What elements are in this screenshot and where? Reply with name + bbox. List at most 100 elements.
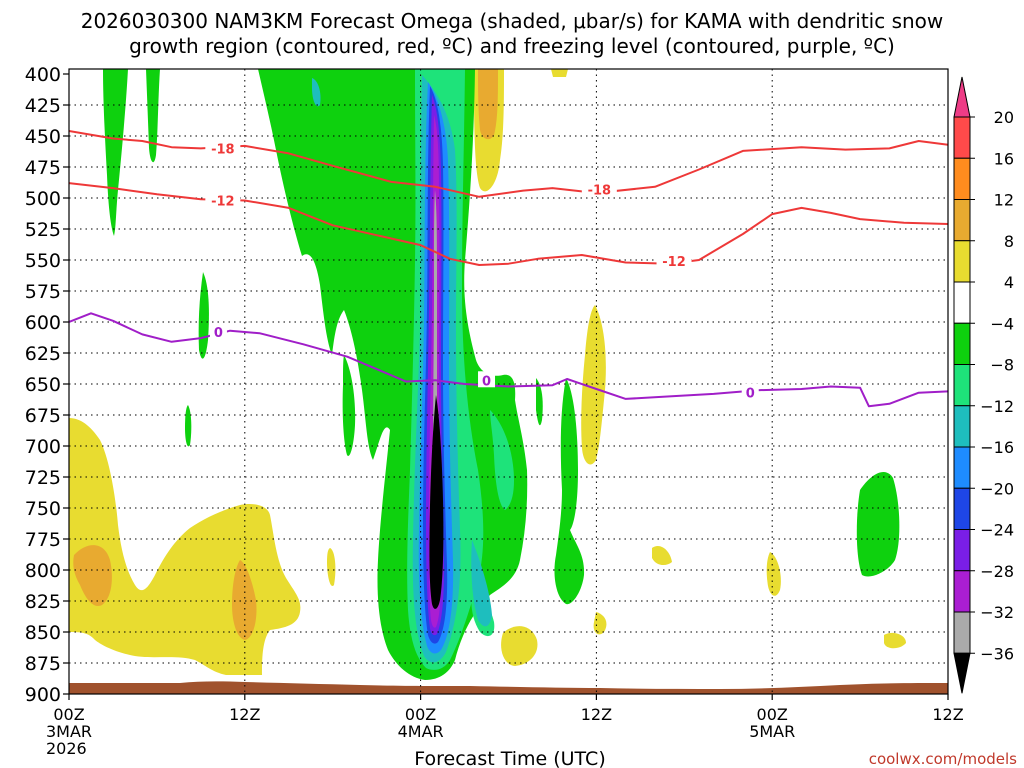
omega-negative-streak-4: [185, 405, 192, 447]
omega-negative-plume-cyan-east: [471, 540, 492, 627]
omega-positive-blob-1: [501, 626, 538, 666]
x-tick-label: 12Z: [581, 705, 612, 724]
omega-negative-plume-black-core: [429, 395, 444, 609]
omega-positive-core-lowlevel-west: [73, 545, 112, 606]
y-tick-label: 600: [25, 312, 61, 334]
x-tick-label: 00Z: [53, 705, 84, 724]
y-tick-label: 675: [25, 405, 61, 427]
y-tick-label: 500: [25, 188, 61, 210]
contour-label: -12: [211, 194, 235, 209]
colorbar-top-arrow: [953, 76, 971, 118]
omega-positive-core-upper-east: [478, 69, 498, 140]
colorbar-label: 12: [994, 191, 1014, 210]
contour-label-bg: [205, 139, 241, 156]
contour-label: -12: [662, 255, 686, 270]
omega-positive-blob-2: [652, 545, 672, 566]
x-tick-label: 00Z: [757, 705, 788, 724]
omega-positive-blob-3: [766, 552, 781, 596]
colorbar-label: −28: [980, 562, 1014, 581]
omega-positive-blob-5: [884, 632, 906, 649]
colorbar-label: −32: [980, 603, 1014, 622]
colorbar-swatch: [953, 405, 971, 448]
colorbar-swatch: [953, 240, 971, 283]
omega-positive-blob-4: [593, 612, 607, 635]
colorbar-swatch: [953, 157, 971, 200]
contour-label: 0: [214, 326, 223, 341]
colorbar-label: −8: [990, 356, 1014, 375]
y-tick-label: 725: [25, 467, 61, 489]
chart-title-line2: growth region (contoured, red, ºC) and f…: [129, 34, 895, 58]
contour-label: -18: [211, 142, 235, 157]
x-tick-date-label: 4MAR: [398, 722, 444, 741]
y-tick-label: 850: [25, 622, 61, 644]
x-tick-label: 00Z: [405, 705, 436, 724]
contour-label: 0: [482, 374, 491, 389]
contour-label: 0: [746, 387, 755, 402]
colorbar-bottom-arrow: [953, 652, 971, 694]
colorbar-swatch: [953, 611, 971, 654]
y-tick-label: 775: [25, 529, 61, 551]
colorbar-swatch: [953, 281, 971, 324]
colorbar-label: 16: [994, 149, 1014, 168]
y-tick-label: 625: [25, 343, 61, 365]
plot-frame: [68, 68, 949, 695]
contour-label-bg: [205, 191, 241, 208]
y-tick-label: 800: [25, 560, 61, 582]
y-tick-label: 700: [25, 436, 61, 458]
omega-negative-east-lobe-mid: [490, 410, 515, 510]
omega-negative-plume-lobe-west: [342, 355, 356, 456]
x-tick-label: 12Z: [932, 705, 963, 724]
colorbar-swatch: [953, 446, 971, 489]
contour-line-freezing_0C: [69, 312, 948, 408]
omega-negative-streak-2: [146, 69, 160, 163]
horizontal-gridlines: [69, 104, 948, 664]
colorbar-swatch: [953, 570, 971, 613]
x-tick-year-label: 2026: [46, 739, 87, 758]
colorbar-swatch: [953, 487, 971, 530]
y-tick-label: 425: [25, 95, 61, 117]
colorbar-label: −12: [980, 397, 1014, 416]
y-axis: 400 425 450 475 500 525 550 575 600 625 650 675 700 7…: [25, 64, 69, 706]
omega-positive-core-lowlevel-west2: [232, 560, 257, 640]
plot-area: -18 -18 -12 -12 0 0 0: [69, 69, 948, 694]
colorbar-label: −4: [990, 314, 1014, 333]
contour-label-bg: [478, 371, 496, 388]
x-axis-label: Forecast Time (UTC): [414, 748, 605, 768]
omega-positive-blob-6: [327, 548, 336, 586]
contour-label-bg: [656, 252, 692, 269]
colorbar-swatch: [953, 529, 971, 572]
y-tick-label: 450: [25, 126, 61, 148]
contour-label-bg: [209, 322, 227, 339]
y-tick-label: 400: [25, 64, 61, 86]
colorbar-label: 8: [1004, 232, 1014, 251]
contour-lines: -18 -18 -12 -12 0 0 0: [69, 130, 948, 408]
credit-text: coolwx.com/models: [869, 750, 1017, 768]
omega-negative-area-4: [856, 471, 900, 577]
omega-negative-plume-cyan-side: [312, 78, 321, 107]
contour-label-bg: [741, 383, 759, 400]
y-tick-label: 650: [25, 374, 61, 396]
omega-negative-streak-1: [103, 69, 128, 236]
y-tick-label: 475: [25, 157, 61, 179]
x-tick-date-label: 5MAR: [749, 722, 795, 741]
colorbar-label: −16: [980, 438, 1014, 457]
colorbar-label: −20: [980, 479, 1014, 498]
x-tick-label: 12Z: [229, 705, 260, 724]
y-tick-label: 525: [25, 219, 61, 241]
x-tick-date-label: 3MAR: [46, 722, 92, 741]
y-tick-label: 550: [25, 250, 61, 272]
colorbar-swatch: [953, 322, 971, 365]
ground-terrain: [69, 681, 948, 694]
y-tick-label: 875: [25, 653, 61, 675]
colorbar-label: −24: [980, 521, 1014, 540]
y-tick-label: 900: [25, 684, 61, 706]
contour-label: -18: [588, 183, 612, 198]
contour-label-bg: [581, 180, 617, 197]
y-tick-label: 750: [25, 498, 61, 520]
omega-positive-area-mid-east: [581, 305, 606, 465]
colorbar-swatch: [953, 199, 971, 242]
colorbar-label: 20: [994, 108, 1014, 127]
contour-line-dgz_-18C: [69, 130, 948, 198]
chart-title-line1: 2026030300 NAM3KM Forecast Omega (shaded…: [81, 9, 944, 33]
